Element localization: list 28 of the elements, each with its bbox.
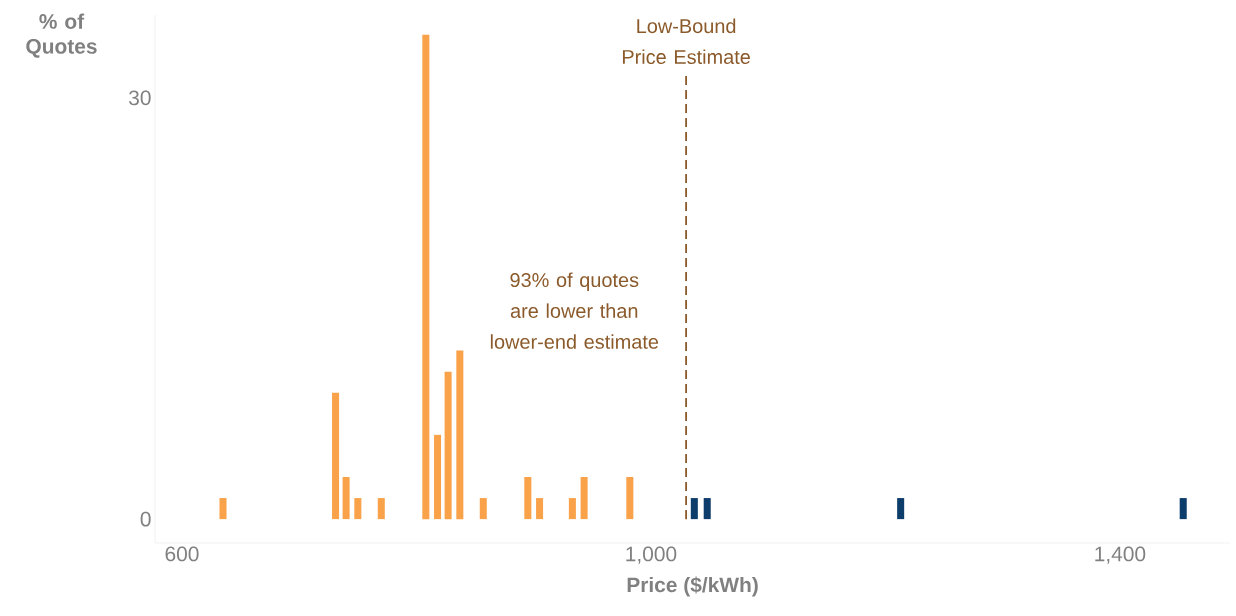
- bar: [897, 498, 905, 520]
- bar: [456, 350, 464, 520]
- bar: [568, 498, 576, 520]
- bar: [626, 477, 634, 520]
- bar: [219, 498, 227, 520]
- bar: [1179, 498, 1187, 520]
- bar: [524, 477, 532, 520]
- y-tick-label: 30: [129, 90, 151, 106]
- ref-line-label: Low-Bound Price Estimate: [622, 18, 750, 65]
- x-tick-label: 1,000: [626, 546, 677, 564]
- bar: [422, 34, 430, 520]
- bar: [354, 498, 362, 520]
- bar: [580, 477, 588, 520]
- bar: [479, 498, 487, 520]
- bar: [332, 392, 340, 520]
- annotation: 93% of quotes are lower than lower-end estimate: [490, 272, 659, 349]
- y-axis-title: % of Quotes: [26, 13, 97, 58]
- x-tick-label: 1,400: [1095, 546, 1146, 564]
- bar: [434, 434, 442, 520]
- bar: [444, 371, 452, 520]
- x-axis-title: Price ($/kWh): [627, 576, 758, 597]
- bar: [342, 477, 350, 520]
- x-tick-label: 600: [165, 546, 199, 562]
- bar: [703, 498, 711, 520]
- y-tick-label: 0: [140, 511, 151, 527]
- bar: [536, 498, 544, 520]
- bar: [377, 498, 385, 520]
- bar: [690, 498, 698, 520]
